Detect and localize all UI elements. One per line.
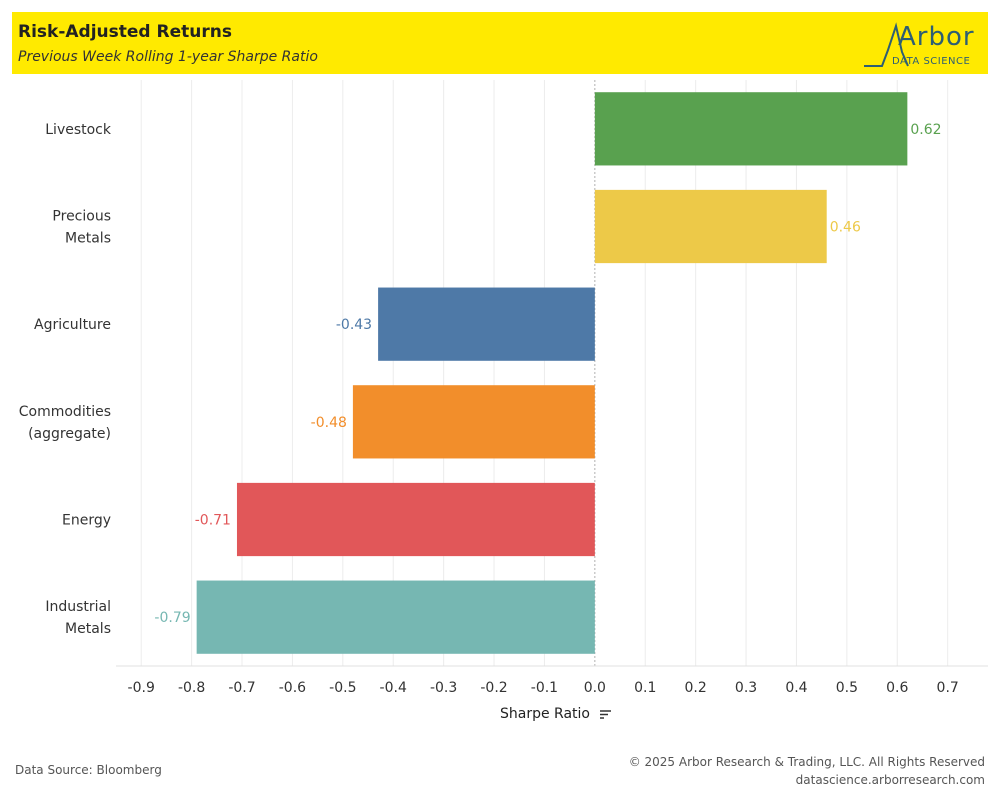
logo-tagline: DATA SCIENCE xyxy=(892,56,971,67)
arbor-logo: Arbor DATA SCIENCE xyxy=(862,20,982,72)
x-tick-label: 0.3 xyxy=(735,680,757,696)
category-label-line: Metals xyxy=(65,621,111,637)
x-axis-title-wrap[interactable]: Sharpe Ratio xyxy=(500,706,612,722)
data-label: -0.79 xyxy=(154,610,190,626)
bar xyxy=(594,189,827,264)
x-tick-label: 0.5 xyxy=(836,680,858,696)
x-tick-label: -0.4 xyxy=(380,680,407,696)
x-tick-label: 0.2 xyxy=(685,680,707,696)
bar xyxy=(594,92,908,166)
x-axis-title: Sharpe Ratio xyxy=(500,706,590,722)
x-tick-label: -0.6 xyxy=(279,680,306,696)
data-label: -0.43 xyxy=(336,317,372,333)
data-label: 0.62 xyxy=(910,122,941,138)
category-label-line: Livestock xyxy=(45,122,112,138)
website-link[interactable]: datascience.arborresearch.com xyxy=(795,773,985,787)
data-label: 0.46 xyxy=(830,220,861,236)
bar xyxy=(378,287,595,361)
x-tick-label: 0.4 xyxy=(785,680,807,696)
logo-mark-icon xyxy=(864,22,909,67)
x-tick-label: 0.6 xyxy=(886,680,908,696)
x-tick-label: -0.3 xyxy=(430,680,457,696)
category-label: Industrial Metals xyxy=(45,599,111,637)
x-tick-label: -0.8 xyxy=(178,680,205,696)
x-tick-label: 0.1 xyxy=(634,680,656,696)
bar xyxy=(236,482,595,557)
x-tick-label: 0.7 xyxy=(937,680,959,696)
chart-subtitle: Previous Week Rolling 1-year Sharpe Rati… xyxy=(18,49,318,65)
category-label-line: Industrial xyxy=(45,599,111,615)
category-label-line: Energy xyxy=(62,513,111,529)
category-label-line: Agriculture xyxy=(34,317,111,333)
category-label: Agriculture xyxy=(34,317,111,333)
header-banner: Risk-Adjusted Returns Previous Week Roll… xyxy=(12,12,988,74)
category-label-line: Precious xyxy=(52,209,111,225)
bar xyxy=(352,385,595,459)
x-tick-label: -0.1 xyxy=(531,680,558,696)
x-tick-label: 0.0 xyxy=(584,680,606,696)
data-label: -0.71 xyxy=(195,513,231,529)
copyright-text: © 2025 Arbor Research & Trading, LLC. Al… xyxy=(628,755,985,769)
sort-descending-icon[interactable] xyxy=(600,709,612,719)
category-label-line: Commodities xyxy=(19,404,111,420)
category-label-line: (aggregate) xyxy=(28,426,111,442)
x-tick-label: -0.9 xyxy=(128,680,155,696)
data-label: -0.48 xyxy=(311,415,347,431)
category-label-line: Metals xyxy=(65,231,111,247)
x-tick-label: -0.5 xyxy=(329,680,356,696)
x-tick-label: -0.2 xyxy=(480,680,507,696)
logo-wordmark: Arbor xyxy=(898,22,975,52)
category-label: Commodities (aggregate) xyxy=(19,404,111,442)
bar xyxy=(196,580,595,654)
category-label: Energy xyxy=(62,513,111,529)
x-tick-label: -0.7 xyxy=(228,680,255,696)
data-source-note: Data Source: Bloomberg xyxy=(15,763,162,777)
category-label: Livestock xyxy=(45,122,112,138)
category-label: Precious Metals xyxy=(52,209,111,247)
copyright-block: © 2025 Arbor Research & Trading, LLC. Al… xyxy=(629,753,985,789)
chart-title: Risk-Adjusted Returns xyxy=(18,22,232,42)
